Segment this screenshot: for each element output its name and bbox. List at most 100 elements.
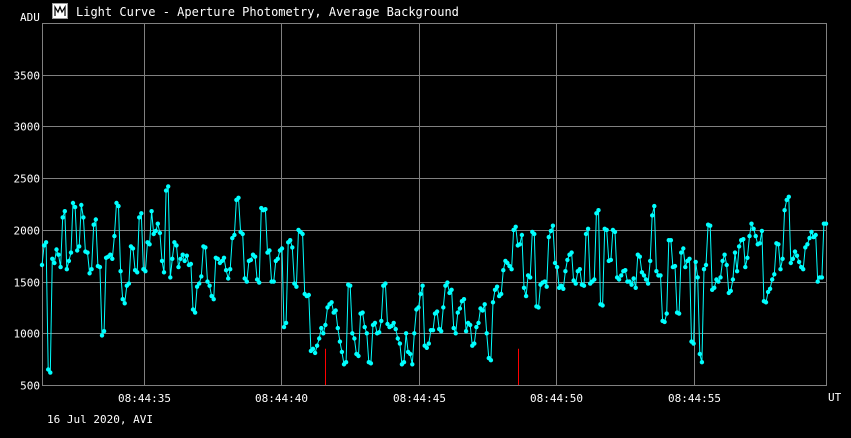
data-point (362, 324, 367, 330)
data-point (58, 264, 63, 270)
data-point (110, 256, 115, 261)
data-point (176, 264, 181, 270)
data-point (379, 318, 384, 324)
data-point (135, 270, 140, 275)
data-point (505, 260, 510, 266)
data-point (161, 270, 167, 275)
data-point (736, 244, 742, 249)
data-point (554, 264, 560, 270)
data-point (112, 233, 117, 239)
data-point (482, 302, 487, 307)
data-point (577, 267, 582, 272)
data-point (116, 203, 121, 209)
y-tick-label: 2500 (14, 173, 41, 186)
data-point (310, 346, 316, 351)
data-point (228, 267, 233, 272)
data-point (585, 226, 591, 231)
x-tick-label: 08:44:45 (393, 392, 446, 405)
data-point (87, 271, 92, 276)
data-point (718, 275, 723, 280)
data-point (248, 257, 254, 263)
data-point (786, 194, 791, 199)
data-point (596, 208, 601, 213)
data-point (157, 230, 163, 236)
data-point (552, 260, 558, 266)
data-point (616, 277, 622, 282)
data-point (819, 275, 825, 280)
chart-axes (42, 23, 827, 386)
data-point (794, 253, 800, 258)
y-tick-label: 3000 (14, 121, 41, 134)
data-point (654, 269, 659, 274)
data-point (569, 250, 574, 255)
data-point (759, 228, 765, 234)
chart-event-markers (325, 348, 519, 385)
data-point (559, 283, 564, 288)
data-point (623, 268, 628, 273)
data-point (159, 258, 165, 264)
data-point (747, 233, 752, 239)
data-point (730, 277, 736, 282)
data-point (166, 184, 171, 189)
data-point (772, 272, 777, 277)
data-point (604, 227, 609, 233)
data-point (662, 319, 667, 325)
data-point (691, 341, 696, 346)
y-tick-label: 3500 (14, 70, 41, 83)
data-point (745, 255, 750, 260)
data-point (356, 353, 361, 359)
data-point (395, 336, 400, 341)
data-point (813, 232, 818, 238)
data-point (519, 232, 525, 238)
data-point (809, 229, 814, 235)
data-point (153, 228, 158, 234)
data-point (548, 228, 554, 234)
x-tick-label: 08:44:35 (118, 392, 171, 405)
data-point (312, 350, 318, 356)
data-point (403, 331, 409, 336)
data-point (451, 325, 456, 331)
data-point (46, 367, 51, 372)
data-point (172, 240, 177, 245)
data-point (89, 267, 94, 272)
data-point (664, 311, 669, 316)
data-point (360, 310, 365, 315)
data-point (693, 259, 698, 265)
data-point (668, 238, 674, 243)
data-point (122, 301, 127, 306)
data-point (571, 278, 576, 283)
data-point (716, 279, 721, 284)
data-point (290, 245, 295, 250)
data-point (542, 279, 547, 284)
data-point (637, 254, 642, 259)
data-point (85, 250, 90, 255)
data-point (492, 287, 498, 292)
data-point (490, 300, 496, 305)
data-point (792, 249, 798, 254)
data-point (391, 320, 396, 326)
x-tick-label: 08:44:50 (530, 392, 583, 405)
data-point (108, 252, 113, 257)
data-point (453, 331, 458, 336)
data-point (275, 256, 280, 261)
data-point (416, 305, 421, 310)
data-point (457, 306, 463, 311)
data-point (763, 300, 769, 305)
data-point (474, 324, 479, 330)
data-point (317, 336, 322, 341)
y-tick-label: 1000 (14, 328, 41, 341)
data-point (608, 257, 614, 263)
data-point (279, 246, 285, 251)
data-point (223, 268, 229, 273)
data-point (101, 329, 107, 334)
data-point (50, 256, 55, 261)
light-curve-app-icon[interactable] (52, 3, 68, 19)
data-point (563, 269, 568, 274)
data-point (701, 267, 707, 272)
data-point (54, 247, 59, 252)
data-point (513, 224, 518, 229)
data-point (449, 287, 454, 292)
data-point (776, 242, 781, 247)
data-point (722, 252, 727, 257)
